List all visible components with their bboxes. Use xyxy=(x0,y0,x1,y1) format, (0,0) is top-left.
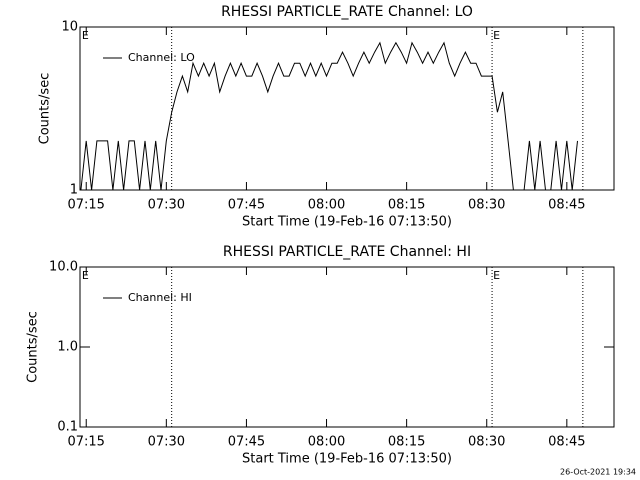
x-tick-label: 08:15 xyxy=(388,198,425,213)
x-tick-label: 08:00 xyxy=(308,435,345,450)
x-tick-label: 08:45 xyxy=(548,198,585,213)
y-tick-label: 1.0 xyxy=(57,340,78,355)
annotation: E xyxy=(493,29,500,42)
y-axis-label: Counts/sec xyxy=(26,311,41,383)
annotation: E xyxy=(82,269,89,282)
x-tick-label: 07:15 xyxy=(67,198,104,213)
data-line xyxy=(80,41,578,191)
x-tick-label: 08:15 xyxy=(388,435,425,450)
x-axis-label: Start Time (19-Feb-16 07:13:50) xyxy=(242,215,452,230)
x-axis-label: Start Time (19-Feb-16 07:13:50) xyxy=(242,452,452,467)
annotation: E xyxy=(493,269,500,282)
annotation: E xyxy=(82,29,89,42)
legend-label: Channel: LO xyxy=(128,51,195,64)
chart-title: RHESSI PARTICLE_RATE Channel: HI xyxy=(223,244,471,260)
x-tick-label: 07:30 xyxy=(148,198,185,213)
footer: 26-Oct-2021 19:34 xyxy=(560,468,636,477)
y-axis-label: Counts/sec xyxy=(38,73,53,145)
y-tick-label: 10.0 xyxy=(49,260,78,275)
x-tick-label: 07:30 xyxy=(148,435,185,450)
chart-title: RHESSI PARTICLE_RATE Channel: LO xyxy=(221,4,473,20)
x-tick-label: 07:15 xyxy=(67,435,104,450)
x-tick-label: 07:45 xyxy=(228,435,265,450)
x-tick-label: 08:00 xyxy=(308,198,345,213)
y-tick-label: 0.1 xyxy=(57,420,78,435)
x-tick-label: 08:30 xyxy=(468,435,505,450)
plot-frame xyxy=(79,26,615,191)
x-tick-label: 07:45 xyxy=(228,198,265,213)
x-tick-label: 08:30 xyxy=(468,198,505,213)
x-tick-label: 08:45 xyxy=(548,435,585,450)
y-tick-label: 10 xyxy=(61,20,78,35)
legend-label: Channel: HI xyxy=(128,291,192,304)
y-tick-label: 1 xyxy=(70,183,78,198)
